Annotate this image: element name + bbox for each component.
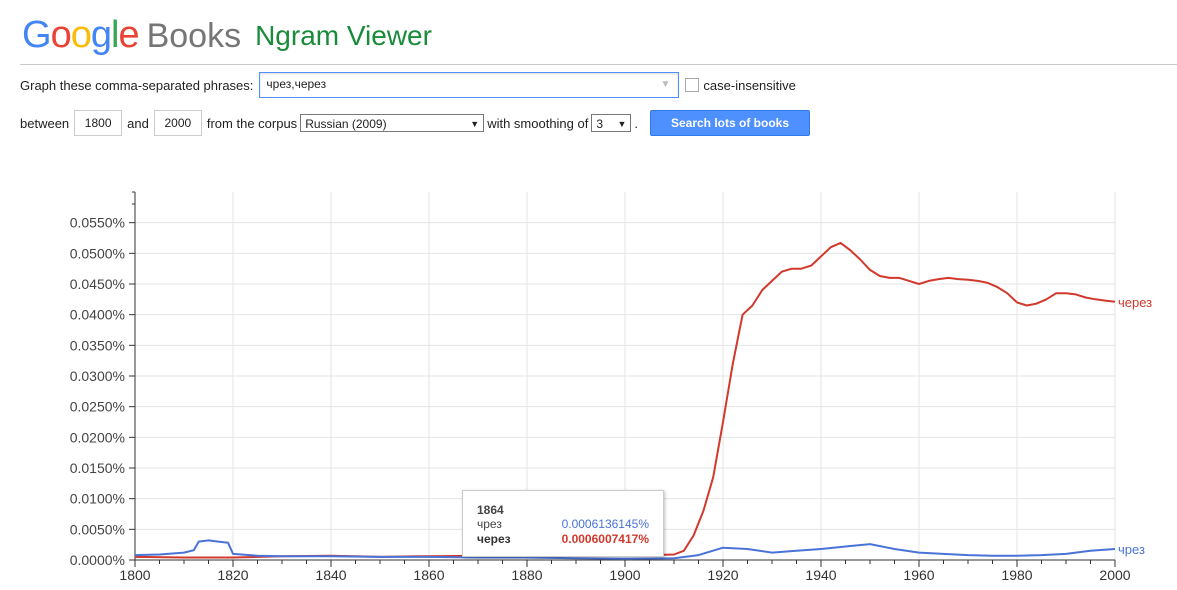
x-tick-label: 1880 bbox=[511, 567, 542, 583]
corpus-label: from the corpus bbox=[206, 115, 298, 131]
y-tick-label: 0.0150% bbox=[70, 460, 125, 476]
page-title: Ngram Viewer bbox=[255, 20, 432, 51]
x-tick-label: 1940 bbox=[805, 567, 836, 583]
y-tick-label: 0.0300% bbox=[70, 368, 125, 384]
phrases-input-value: чрез,через bbox=[266, 77, 327, 91]
phrases-input[interactable]: чрез,через ▼ bbox=[259, 72, 680, 98]
phrases-label: Graph these comma-separated phrases: bbox=[20, 77, 254, 93]
x-tick-label: 1840 bbox=[315, 567, 346, 583]
google-books-logo[interactable]: Google Books Ngram Viewer bbox=[22, 14, 432, 58]
smoothing-select-value: 3 bbox=[596, 117, 604, 131]
x-tick-label: 1980 bbox=[1001, 567, 1032, 583]
tooltip-value: 0.0006136145% bbox=[561, 517, 649, 531]
between-label: between bbox=[20, 115, 70, 131]
google-wordmark: Google bbox=[22, 14, 140, 56]
chevron-down-icon: ▼ bbox=[617, 119, 627, 129]
series-label: через bbox=[1118, 295, 1152, 310]
x-tick-label: 2000 bbox=[1099, 567, 1130, 583]
x-tick-label: 1860 bbox=[413, 567, 444, 583]
tooltip-year: 1864 bbox=[477, 503, 504, 517]
tooltip-row: чрез 0.0006136145% bbox=[477, 517, 649, 532]
books-wordmark: Books bbox=[146, 17, 242, 55]
tooltip-row: через 0.0006007417% bbox=[477, 532, 649, 547]
x-tick-label: 1800 bbox=[119, 567, 150, 583]
header-divider bbox=[20, 64, 1177, 65]
and-label: and bbox=[127, 115, 149, 131]
y-tick-label: 0.0250% bbox=[70, 399, 125, 415]
x-tick-label: 1920 bbox=[707, 567, 738, 583]
y-tick-label: 0.0350% bbox=[70, 337, 125, 353]
chevron-down-icon: ▼ bbox=[470, 119, 480, 129]
y-tick-label: 0.0200% bbox=[70, 429, 125, 445]
smoothing-select[interactable]: 3 ▼ bbox=[591, 114, 632, 132]
y-tick-label: 0.0450% bbox=[70, 276, 125, 292]
search-button[interactable]: Search lots of books bbox=[649, 110, 811, 136]
x-tick-label: 1820 bbox=[217, 567, 248, 583]
period: . bbox=[634, 115, 638, 131]
dropdown-arrow-icon: ▼ bbox=[660, 79, 671, 90]
smoothing-label: with smoothing of bbox=[487, 115, 589, 131]
corpus-select[interactable]: Russian (2009) ▼ bbox=[300, 114, 485, 132]
y-tick-label: 0.0550% bbox=[70, 215, 125, 231]
tooltip-term: через bbox=[477, 532, 511, 546]
y-tick-label: 0.0050% bbox=[70, 521, 125, 537]
options-row: between 1800 and 2000 from the corpus Ru… bbox=[20, 110, 811, 136]
series-label: чрез bbox=[1118, 542, 1145, 557]
case-insensitive-label: case-insensitive bbox=[703, 77, 796, 93]
phrase-row: Graph these comma-separated phrases: чре… bbox=[20, 72, 796, 98]
start-year-input[interactable]: 1800 bbox=[74, 110, 123, 136]
case-insensitive-checkbox[interactable] bbox=[685, 78, 700, 92]
y-tick-label: 0.0400% bbox=[70, 307, 125, 323]
corpus-select-value: Russian (2009) bbox=[305, 117, 387, 131]
x-tick-label: 1900 bbox=[609, 567, 640, 583]
y-tick-label: 0.0000% bbox=[70, 552, 125, 568]
end-year-input[interactable]: 2000 bbox=[153, 110, 202, 136]
x-tick-label: 1960 bbox=[903, 567, 934, 583]
tooltip-term: чрез bbox=[477, 517, 502, 531]
y-tick-label: 0.0500% bbox=[70, 245, 125, 261]
tooltip-value: 0.0006007417% bbox=[561, 532, 649, 546]
y-tick-label: 0.0100% bbox=[70, 491, 125, 507]
hover-tooltip: 1864 чрез 0.0006136145% через 0.00060074… bbox=[462, 490, 664, 557]
